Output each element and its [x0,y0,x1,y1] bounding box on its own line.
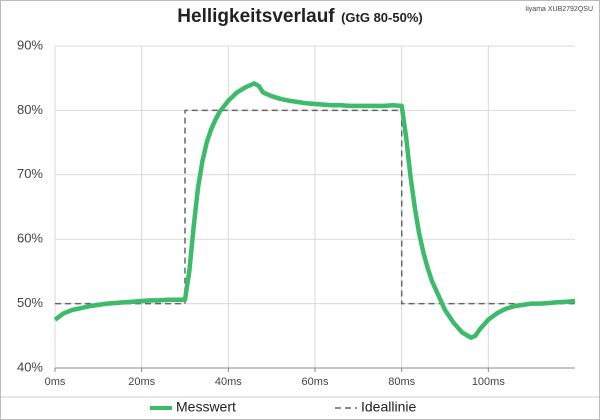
y-tick-label: 70% [17,166,43,181]
x-tick-label: 40ms [215,376,242,388]
x-tick-label: 80ms [388,376,415,388]
y-tick-label: 80% [17,102,43,117]
chart-title: Helligkeitsverlauf [177,6,335,27]
model-annotation: Iiyama XUB2792QSU [525,6,593,13]
x-tick-label: 20ms [128,376,155,388]
y-tick-label: 50% [17,295,43,310]
y-tick-label: 90% [17,37,43,52]
x-tick-label: 0ms [45,376,66,388]
x-tick-label: 100ms [472,376,506,388]
y-tick-label: 40% [17,359,43,374]
legend-label: Messwert [176,399,236,415]
y-tick-label: 60% [17,231,43,246]
legend-label: Ideallinie [361,399,416,415]
chart-subtitle: (GtG 80-50%) [341,10,423,25]
chart-heading: Helligkeitsverlauf (GtG 80-50%) [177,6,422,27]
data-line [53,81,576,340]
x-tick-label: 60ms [302,376,329,388]
data-line [55,109,575,305]
